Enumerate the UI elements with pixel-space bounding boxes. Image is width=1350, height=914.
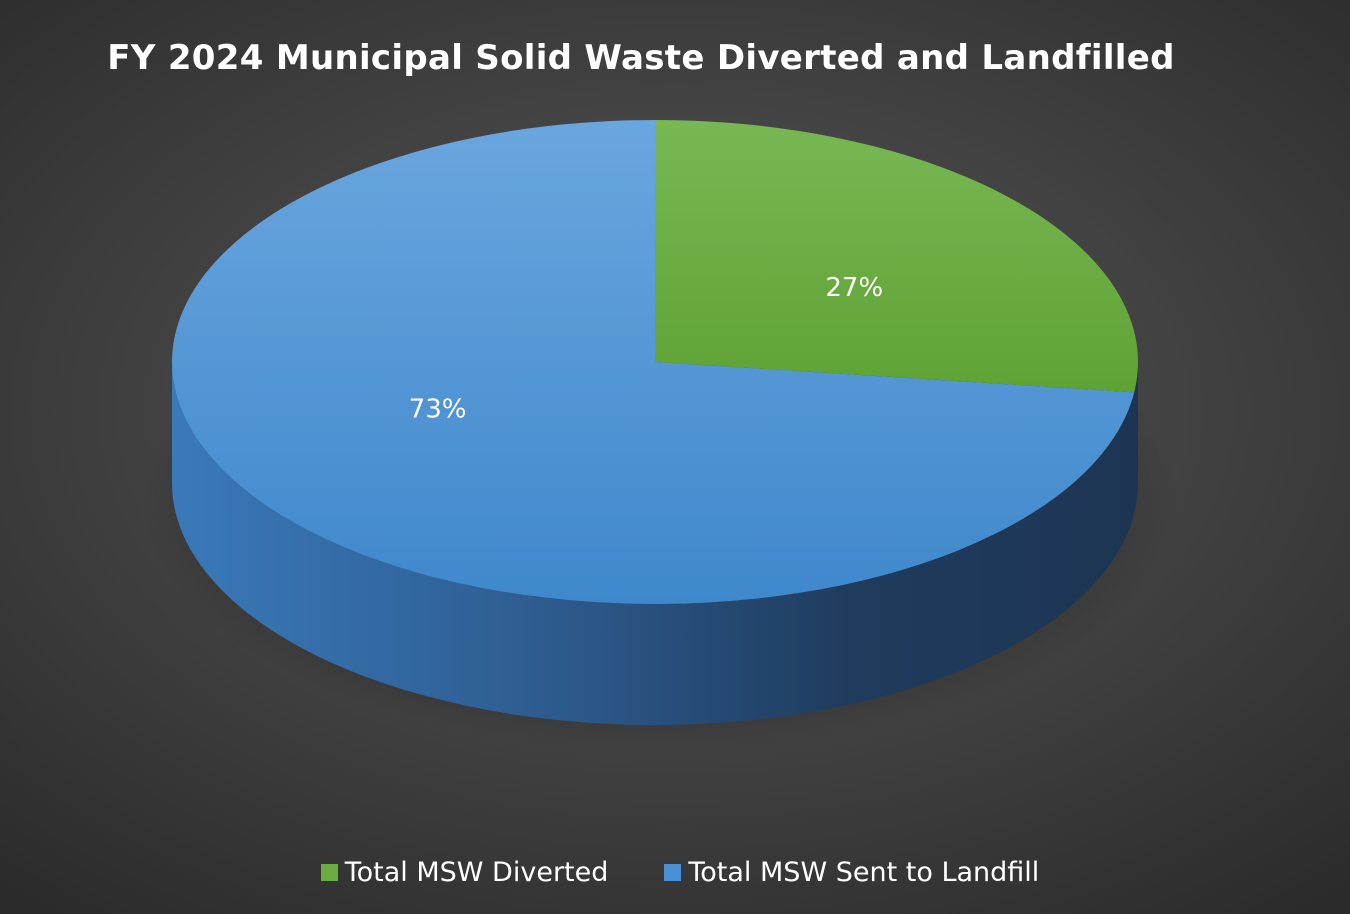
- legend-item-diverted: Total MSW Diverted: [320, 857, 609, 888]
- legend-item-landfill: Total MSW Sent to Landfill: [664, 857, 1039, 888]
- chart-title: FY 2024 Municipal Solid Waste Diverted a…: [107, 38, 1175, 78]
- legend-swatch-landfill: [664, 864, 682, 881]
- data-label-diverted: 27%: [825, 273, 883, 303]
- pie-side-wall: [172, 362, 1138, 725]
- legend-label-diverted: Total MSW Diverted: [344, 857, 609, 888]
- legend-label-landfill: Total MSW Sent to Landfill: [688, 857, 1040, 888]
- legend-swatch-diverted: [320, 864, 338, 881]
- legend: Total MSW Diverted Total MSW Sent to Lan…: [0, 857, 1350, 888]
- pie-slice-diverted: [655, 120, 1138, 393]
- data-label-landfill: 73%: [409, 395, 467, 425]
- pie-slice-landfill: [172, 120, 1135, 604]
